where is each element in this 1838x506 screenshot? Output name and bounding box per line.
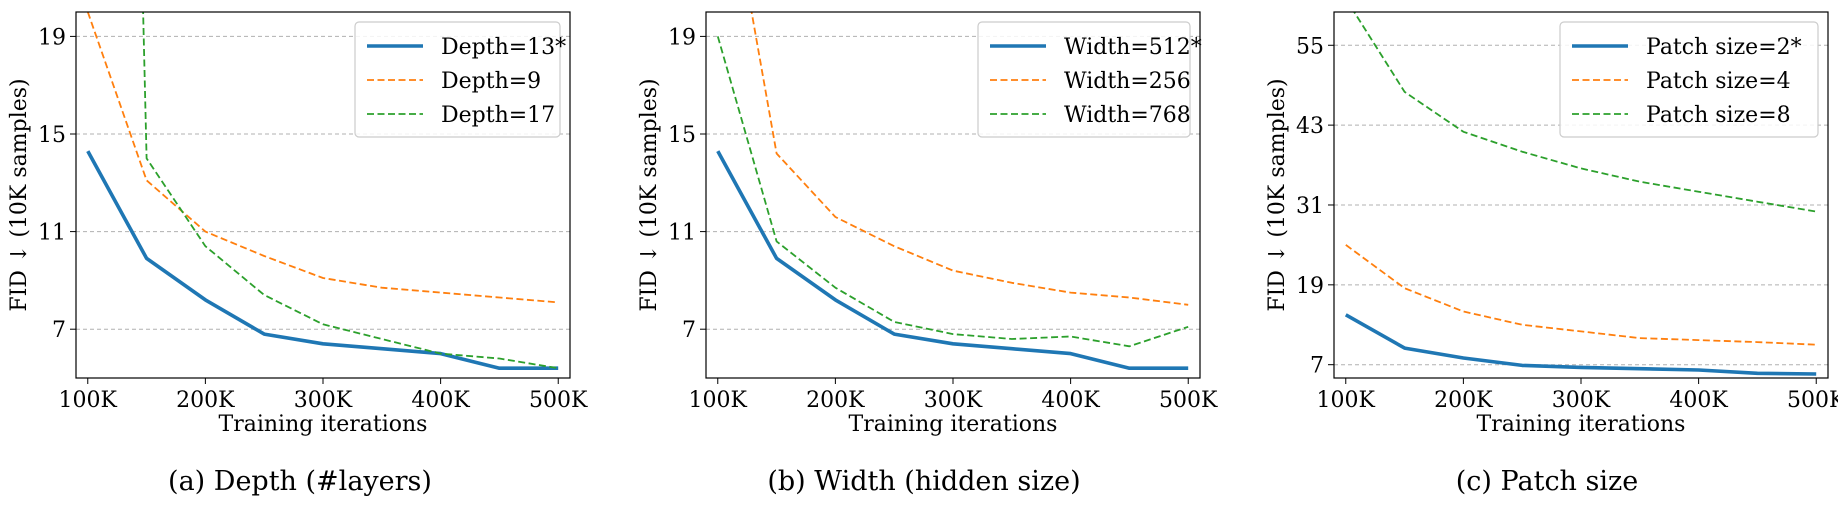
series-line-2 — [1345, 244, 1817, 346]
legend-label-3: Depth=17 — [441, 103, 555, 128]
y-tick-label: 11 — [668, 221, 696, 246]
legend-box — [354, 21, 561, 138]
x-axis-label: Training iterations — [219, 412, 428, 437]
y-tick-label: 15 — [38, 123, 66, 148]
x-tick-label: 300K — [1552, 388, 1611, 413]
x-tick-label: 500K — [529, 388, 588, 413]
legend: Depth=13* Depth=9 Depth=17 — [354, 21, 566, 138]
x-tick-label: 200K — [1434, 388, 1493, 413]
panel-caption: (b) Width (hidden size) — [767, 466, 1080, 497]
series-line-3 — [142, 12, 559, 370]
series-line-3 — [1353, 12, 1817, 213]
series-line-1 — [86, 150, 559, 371]
axes-frame — [1333, 11, 1829, 379]
y-tick-label: 55 — [1296, 34, 1324, 59]
y-axis-label: FID ↓ (10K samples) — [1265, 78, 1290, 311]
y-tick-label: 31 — [1296, 194, 1324, 219]
x-axis-label: Training iterations — [849, 412, 1058, 437]
x-tick-label: 100K — [1317, 388, 1376, 413]
legend-box — [977, 21, 1191, 138]
y-tick-label: 19 — [38, 25, 66, 50]
panel-caption: (c) Patch size — [1456, 466, 1638, 497]
y-tick-label: 15 — [668, 123, 696, 148]
legend: Width=512* Width=256 Width=768 — [977, 21, 1202, 138]
y-axis-label: FID ↓ (10K samples) — [637, 78, 662, 311]
legend: Patch size=2* Patch size=4 Patch size=8 — [1559, 21, 1819, 138]
x-tick-label: 500K — [1159, 388, 1218, 413]
chart-panel-3: 7 19 31 43 55 100K 200K 300K 400K 500K Patch size=… — [1265, 11, 1838, 497]
axes-frame — [705, 11, 1201, 379]
x-tick-label: 200K — [806, 388, 865, 413]
x-tick-label: 500K — [1787, 388, 1838, 413]
legend-label-3: Patch size=8 — [1646, 103, 1791, 128]
x-tick-label: 200K — [176, 388, 235, 413]
y-tick-label: 7 — [1310, 354, 1324, 379]
legend-label-2: Depth=9 — [441, 69, 541, 94]
x-tick-label: 300K — [294, 388, 353, 413]
y-axis-label: FID ↓ (10K samples) — [7, 78, 32, 311]
legend-label-2: Width=256 — [1064, 69, 1191, 94]
legend-label-1: Width=512* — [1064, 35, 1202, 60]
x-tick-label: 300K — [924, 388, 983, 413]
series-line-1 — [716, 150, 1189, 371]
legend-label-3: Width=768 — [1064, 103, 1191, 128]
y-tick-label: 19 — [668, 25, 696, 50]
x-tick-label: 100K — [59, 388, 118, 413]
legend-label-1: Patch size=2* — [1646, 35, 1802, 60]
series-line-3 — [716, 36, 1189, 348]
y-tick-label: 11 — [38, 221, 66, 246]
x-tick-label: 100K — [689, 388, 748, 413]
y-tick-label: 7 — [52, 318, 66, 343]
y-tick-label: 7 — [682, 318, 696, 343]
y-tick-label: 19 — [1296, 274, 1324, 299]
series-line-2 — [86, 12, 559, 304]
x-tick-label: 400K — [411, 388, 470, 413]
x-axis-label: Training iterations — [1477, 412, 1686, 437]
series-line-1 — [1344, 313, 1817, 376]
legend-box — [1559, 21, 1819, 138]
axes-frame — [75, 11, 571, 379]
x-tick-label: 400K — [1041, 388, 1100, 413]
y-tick-label: 43 — [1296, 114, 1324, 139]
panel-caption: (a) Depth (#layers) — [168, 466, 432, 497]
legend-label-1: Depth=13* — [441, 35, 566, 60]
x-tick-label: 400K — [1669, 388, 1728, 413]
legend-label-2: Patch size=4 — [1646, 69, 1791, 94]
